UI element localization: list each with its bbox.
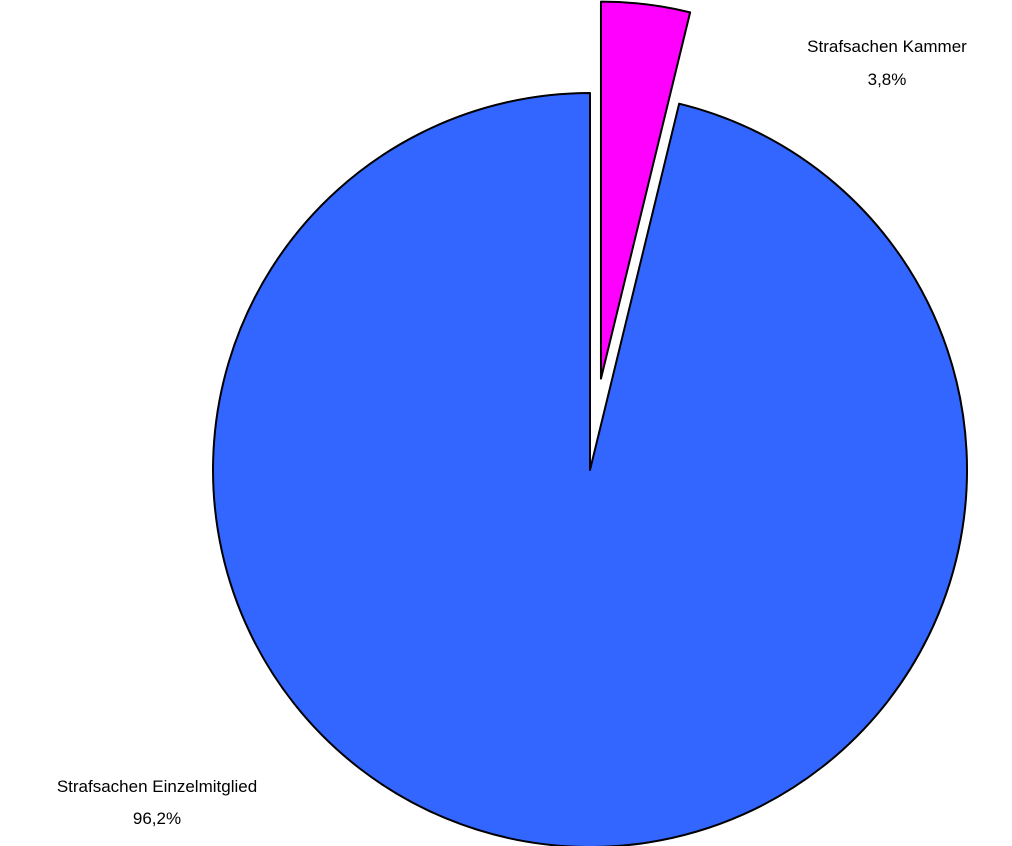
label-strafsachen-kammer: Strafsachen Kammer 3,8% (807, 37, 967, 89)
pie-slice-strafsachen-einzelmitglied (212, 92, 969, 846)
pie-slices (212, 0, 969, 846)
pie-slice-strafsachen-kammer (599, 0, 692, 380)
label-strafsachen-einzelmitglied: Strafsachen Einzelmitglied 96,2% (57, 777, 257, 828)
slice-label-value-kammer: 3,8% (868, 70, 907, 89)
slice-label-name-einzelmitglied: Strafsachen Einzelmitglied (57, 777, 257, 796)
pie-labels: Strafsachen Kammer 3,8% Strafsachen Einz… (57, 37, 967, 828)
slice-label-name-kammer: Strafsachen Kammer (807, 37, 967, 56)
slice-label-value-einzelmitglied: 96,2% (133, 809, 181, 828)
